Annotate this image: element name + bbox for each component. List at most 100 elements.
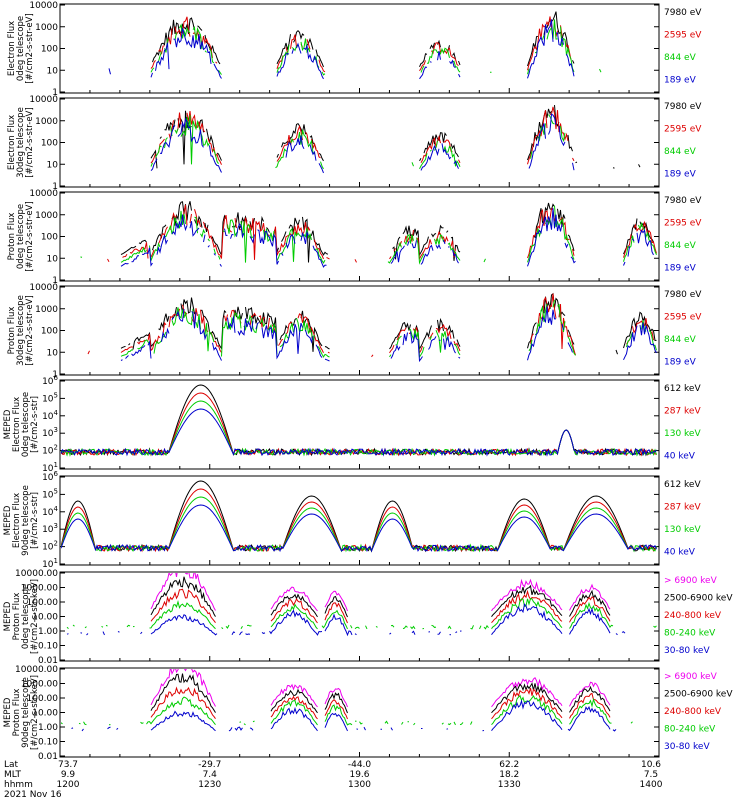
trace-group xyxy=(67,573,657,636)
series-trace xyxy=(61,392,657,457)
legend-entry: 2595 eV xyxy=(664,31,702,41)
x-tick-label: 1300 xyxy=(348,780,371,790)
y-axis-label: [#/cm2-s-str-eV] xyxy=(25,13,35,83)
y-tick-label: 100.00 xyxy=(27,598,59,608)
y-tick-label: 1000.00 xyxy=(21,584,58,594)
x-tick-label: 1400 xyxy=(640,780,663,790)
trace-group xyxy=(61,480,657,553)
legend-entry: 189 eV xyxy=(664,170,697,180)
y-tick-label: 0.10 xyxy=(38,738,58,748)
y-tick-label: 10 xyxy=(47,348,59,358)
series-trace xyxy=(61,504,657,553)
series-trace xyxy=(61,496,657,553)
y-axis-label: [#/cm2-s-str] xyxy=(30,396,40,453)
y-tick-label: 103 xyxy=(42,426,58,439)
x-tick-label: 7.5 xyxy=(644,770,658,780)
legend-entry: 189 eV xyxy=(664,264,697,274)
y-axis-label: 30deg telescope xyxy=(16,107,26,178)
legend-entry: 2595 eV xyxy=(664,125,702,135)
y-axis-label: [#/cm2-s-str-keV] xyxy=(30,675,40,750)
y-tick-label: 10.00 xyxy=(32,709,58,719)
date-label: 2021 Nov 16 xyxy=(4,790,62,800)
y-axis-label: Electron Flux xyxy=(7,115,17,170)
y-tick-label: 1000 xyxy=(35,305,58,315)
legend-entry: 130 keV xyxy=(664,429,701,439)
series-trace xyxy=(61,480,657,553)
x-tick-label: 1330 xyxy=(498,780,521,790)
trace-group xyxy=(88,292,657,363)
panel-frame xyxy=(59,667,660,758)
y-axis-label: MEPED xyxy=(3,601,13,631)
series-trace xyxy=(150,669,611,708)
y-tick-label: 10000.00 xyxy=(15,569,58,579)
y-tick-label: 100.00 xyxy=(27,694,59,704)
y-axis-label: Proton Flux xyxy=(7,213,17,261)
y-tick-label: 100 xyxy=(41,45,58,55)
x-tick-label: 1200 xyxy=(57,780,80,790)
panel-frame xyxy=(59,379,660,470)
panel-3: 1 10 100 1000 10000 Proton Flux 0deg telescope… xyxy=(7,189,702,286)
legend-entry: 844 eV xyxy=(664,147,697,157)
series-trace xyxy=(151,115,645,169)
series-trace xyxy=(150,576,611,618)
y-tick-label: 100 xyxy=(41,139,58,149)
panel-frame xyxy=(59,571,660,662)
y-axis-label: [#/cm2-s-str-keV] xyxy=(30,579,40,654)
y-axis-label: MEPED xyxy=(3,505,13,535)
y-tick-label: 102 xyxy=(42,444,58,457)
series-trace xyxy=(107,204,657,263)
y-tick-label: 1 xyxy=(52,182,58,192)
legend-entry: 2500-6900 keV xyxy=(664,594,733,604)
x-tick-label: 7.4 xyxy=(203,770,218,780)
legend-entry: 844 eV xyxy=(664,241,697,251)
y-tick-label: 1000 xyxy=(35,23,58,33)
y-tick-label: 10 xyxy=(47,66,59,76)
series-trace xyxy=(120,292,657,355)
x-tick-label: 73.7 xyxy=(58,760,78,770)
legend-entry: > 6900 keV xyxy=(664,576,718,586)
legend-entry: 2595 eV xyxy=(664,313,702,323)
legend-entry: 240-800 keV xyxy=(664,611,722,621)
y-axis-label: 90deg telescope xyxy=(21,485,31,556)
panel-1: 1 10 100 1000 10000 Electron Flux 0deg telesco… xyxy=(7,1,702,98)
y-tick-label: 103 xyxy=(42,522,58,535)
y-axis-label: Electron Flux xyxy=(12,397,22,452)
legend-entry: 287 keV xyxy=(664,503,701,513)
series-trace xyxy=(150,588,611,624)
legend-entry: 7980 eV xyxy=(664,196,702,206)
y-tick-label: 100 xyxy=(41,327,58,337)
y-tick-label: 10000 xyxy=(29,283,58,293)
legend-entry: 844 eV xyxy=(664,335,697,345)
y-tick-label: 1000.00 xyxy=(21,680,58,690)
y-tick-label: 0.01 xyxy=(38,752,58,762)
trace-group xyxy=(61,669,652,731)
y-tick-label: 0.01 xyxy=(38,656,58,666)
x-tick-label: 1230 xyxy=(198,780,221,790)
series-trace xyxy=(121,201,657,262)
y-axis-label: MEPED xyxy=(3,697,13,727)
series-trace xyxy=(151,17,622,72)
y-tick-label: 106 xyxy=(42,374,58,387)
legend-entry: > 6900 keV xyxy=(664,672,718,682)
y-tick-label: 100 xyxy=(41,233,58,243)
y-axis-label: Proton Flux xyxy=(12,689,22,737)
x-tick-label: 62.2 xyxy=(499,760,519,770)
series-trace xyxy=(120,299,657,359)
panel-8: 0.01 0.10 1.00 10.00 100.00 1000.00 10000.00 ME… xyxy=(3,665,733,762)
series-trace xyxy=(151,19,657,75)
panel-frame xyxy=(59,285,660,376)
trace-group xyxy=(61,384,657,457)
x-tick-label: -29.7 xyxy=(198,760,221,770)
x-tick-label: 10.6 xyxy=(641,760,661,770)
legend-entry: 40 keV xyxy=(664,452,696,462)
series-trace xyxy=(61,408,657,457)
legend-entry: 189 eV xyxy=(664,76,697,86)
y-axis-label: Proton Flux xyxy=(12,593,22,641)
series-trace xyxy=(151,114,655,173)
series-trace xyxy=(150,673,611,714)
legend-entry: 612 keV xyxy=(664,384,701,394)
legend-entry: 130 keV xyxy=(664,525,701,535)
y-tick-label: 1000 xyxy=(35,117,58,127)
series-trace xyxy=(61,488,657,553)
series-trace xyxy=(120,306,657,363)
